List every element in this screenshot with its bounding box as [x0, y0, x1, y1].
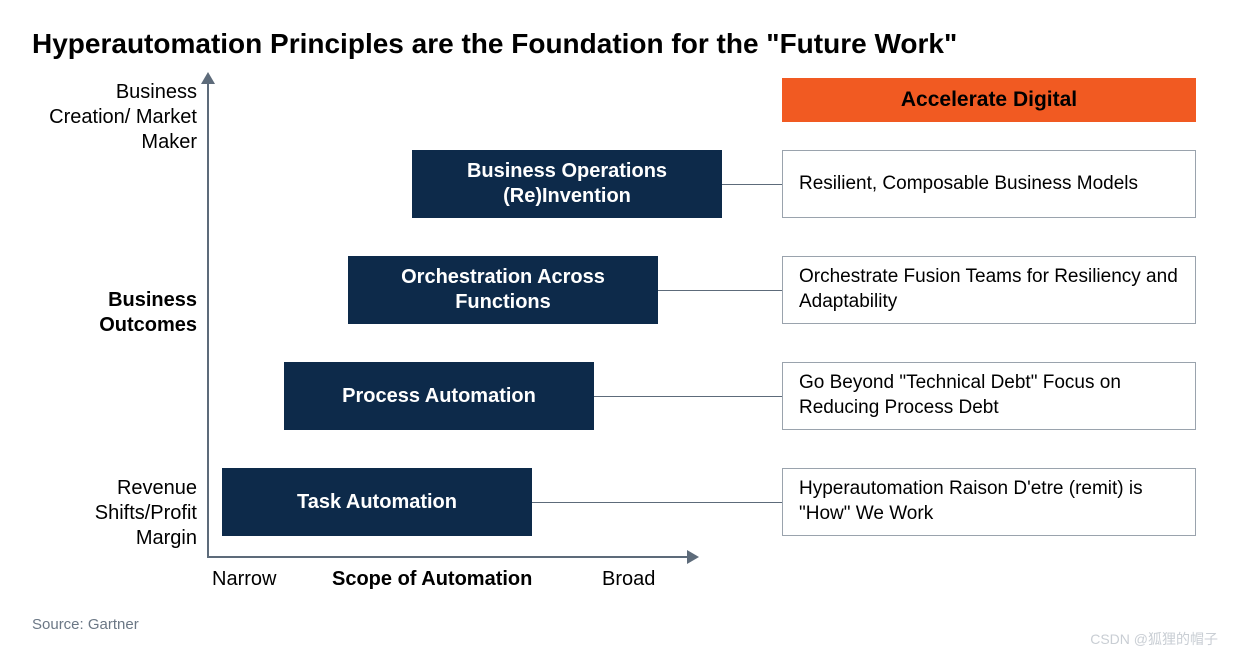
step-label: Task Automation: [297, 490, 457, 515]
y-axis: [207, 78, 209, 558]
watermark: CSDN @狐狸的帽子: [1090, 629, 1218, 649]
connector-line: [532, 502, 782, 503]
header-banner: Accelerate Digital: [782, 78, 1196, 122]
page-title: Hyperautomation Principles are the Found…: [32, 28, 1206, 60]
connector-line: [658, 290, 782, 291]
x-axis-right-label: Broad: [602, 568, 655, 591]
step-label: Orchestration Across Functions: [360, 265, 646, 315]
y-axis-top-label: Business Creation/ Market Maker: [32, 80, 197, 155]
step-label: Business Operations (Re)Invention: [424, 159, 710, 209]
y-axis-label: Business Outcomes: [32, 288, 197, 338]
chart-container: Business Creation/ Market Maker Business…: [32, 78, 1202, 608]
header-banner-label: Accelerate Digital: [901, 88, 1077, 112]
connector-line: [594, 396, 782, 397]
connector-line: [722, 184, 782, 185]
description-box: Hyperautomation Raison D'etre (remit) is…: [782, 468, 1196, 536]
step-box: Business Operations (Re)Invention: [412, 150, 722, 218]
x-axis-left-label: Narrow: [212, 568, 276, 591]
x-axis: [207, 556, 687, 558]
description-text: Go Beyond "Technical Debt" Focus on Redu…: [799, 371, 1179, 420]
description-box: Resilient, Composable Business Models: [782, 150, 1196, 218]
description-text: Hyperautomation Raison D'etre (remit) is…: [799, 477, 1179, 526]
step-box: Orchestration Across Functions: [348, 256, 658, 324]
y-axis-arrow-icon: [201, 72, 215, 84]
description-text: Orchestrate Fusion Teams for Resiliency …: [799, 265, 1179, 314]
y-axis-bottom-label: Revenue Shifts/Profit Margin: [32, 476, 197, 551]
description-box: Go Beyond "Technical Debt" Focus on Redu…: [782, 362, 1196, 430]
description-text: Resilient, Composable Business Models: [799, 172, 1138, 197]
source-attribution: Source: Gartner: [32, 616, 139, 633]
description-box: Orchestrate Fusion Teams for Resiliency …: [782, 256, 1196, 324]
x-axis-label: Scope of Automation: [332, 568, 532, 591]
x-axis-arrow-icon: [687, 550, 699, 564]
step-label: Process Automation: [342, 384, 536, 409]
step-box: Task Automation: [222, 468, 532, 536]
step-box: Process Automation: [284, 362, 594, 430]
